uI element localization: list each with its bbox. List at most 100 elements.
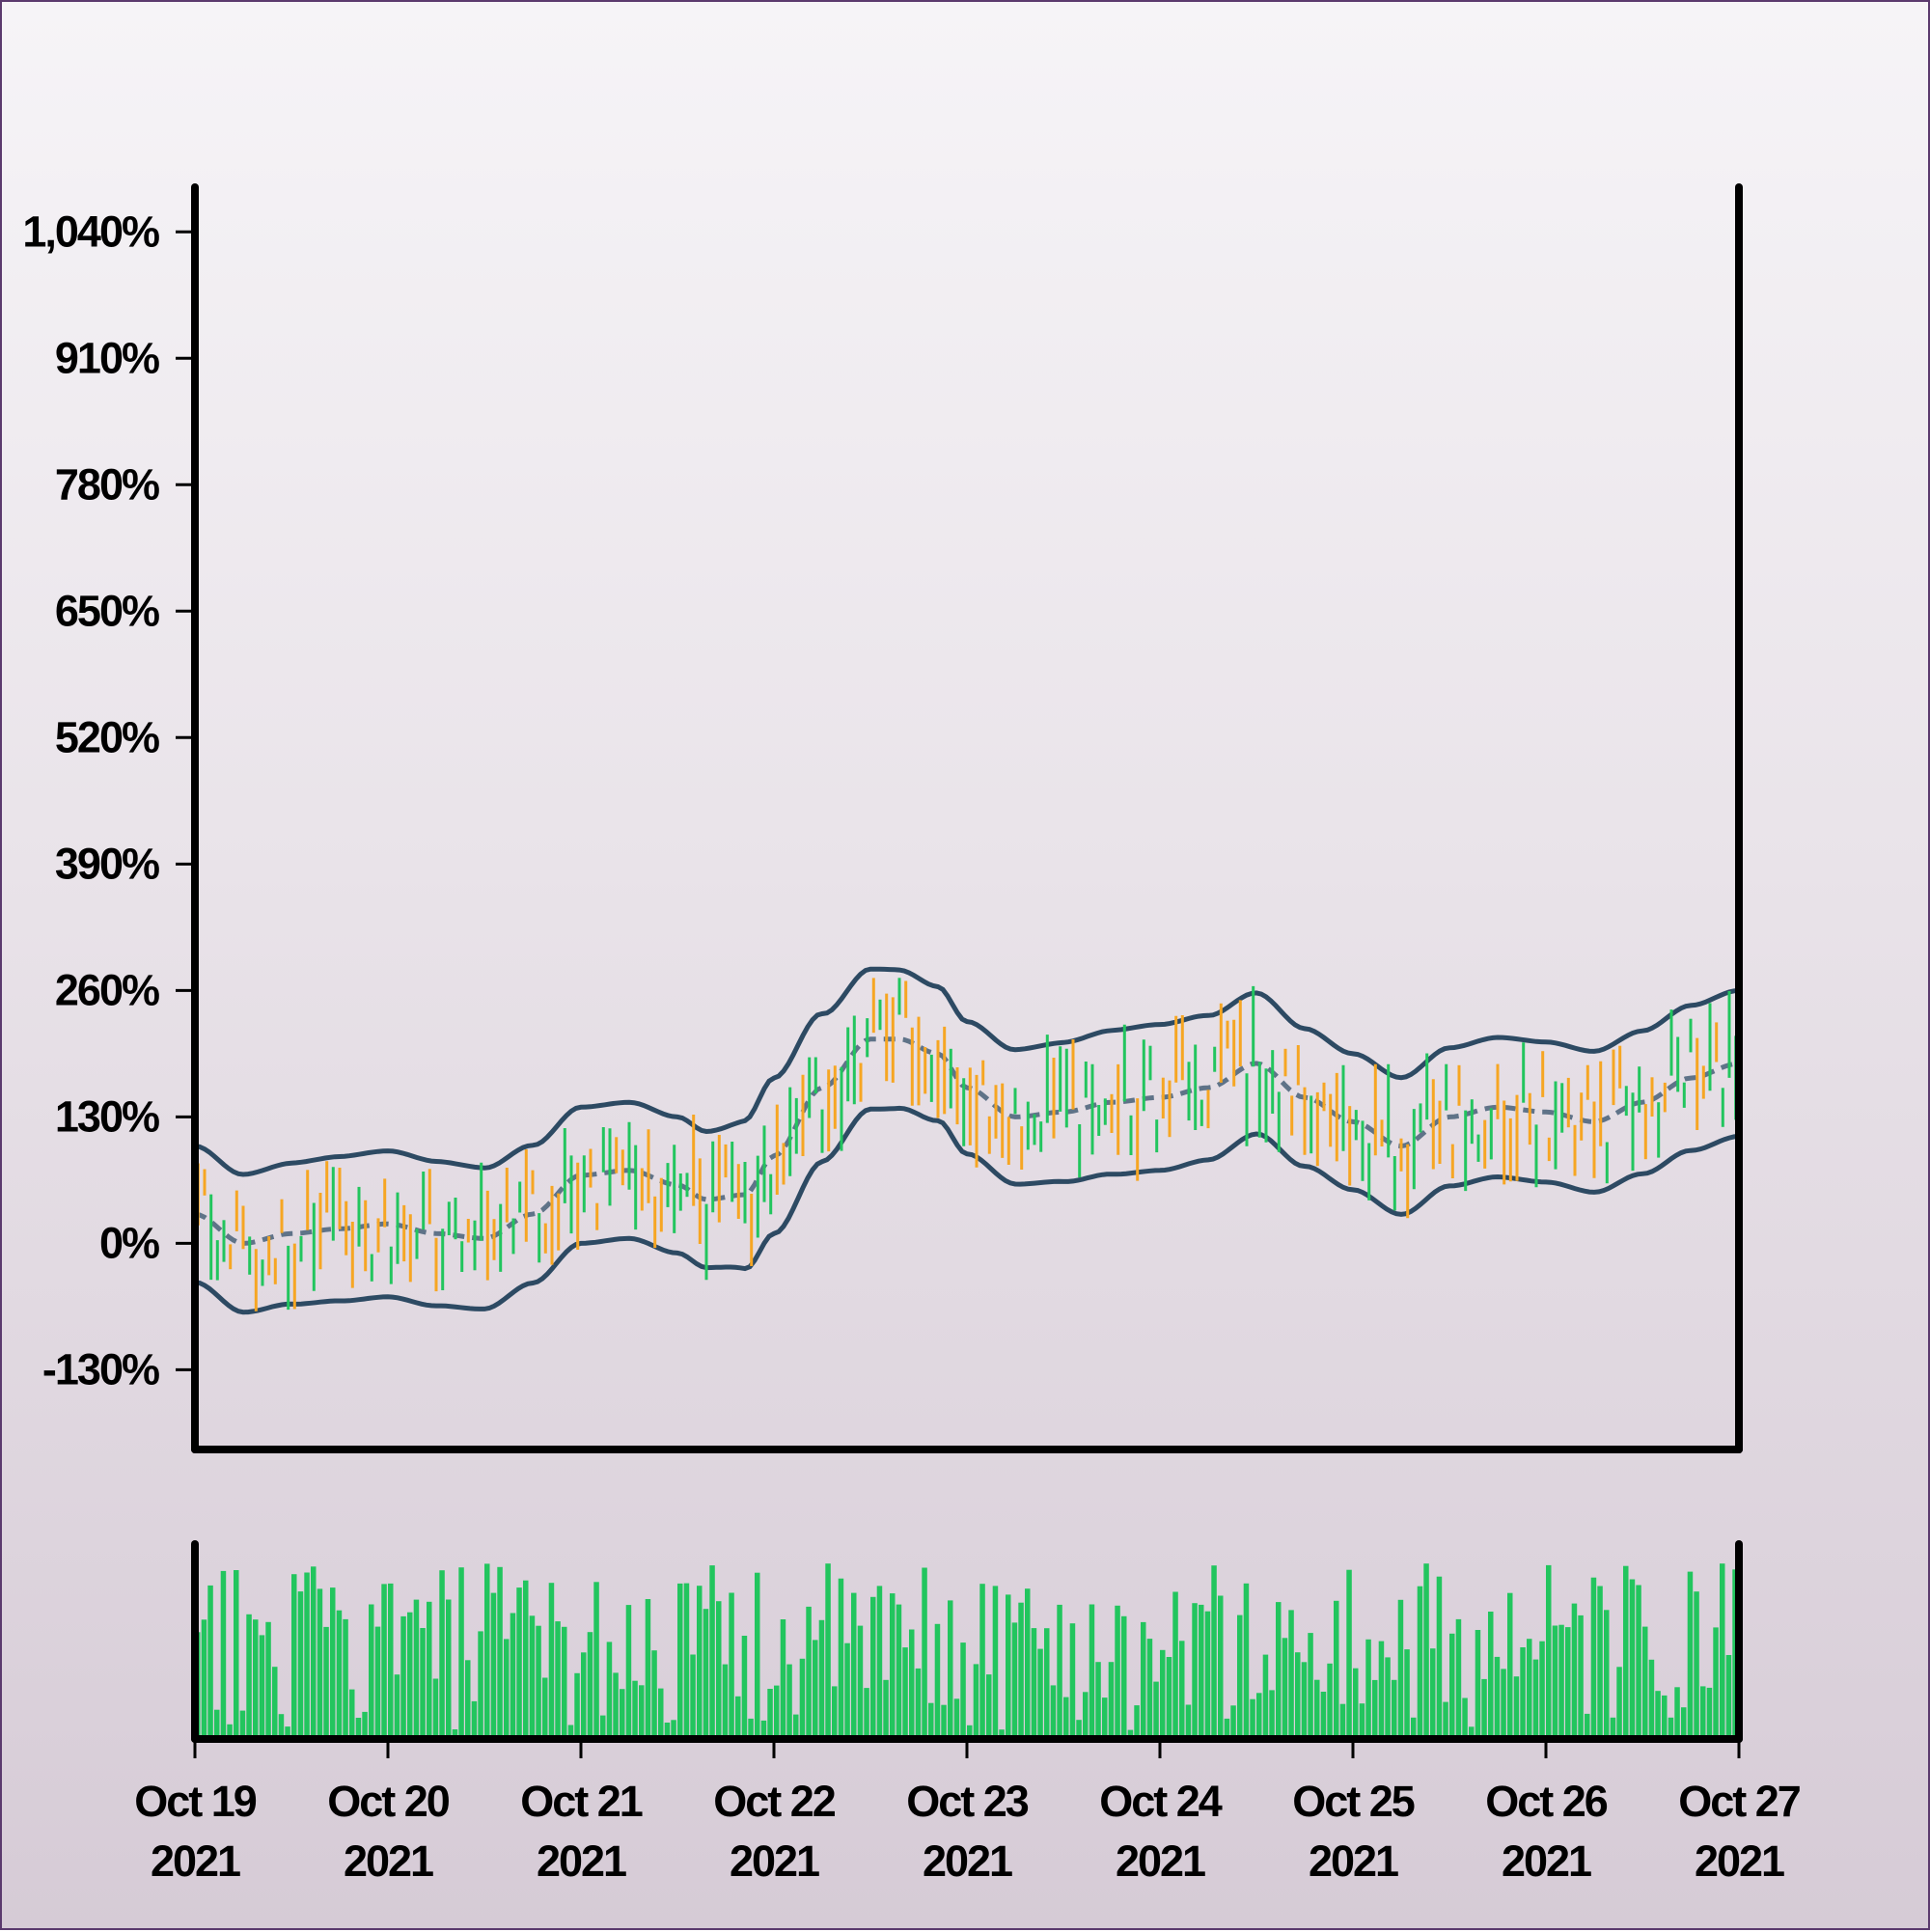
volume-bar — [1590, 1577, 1597, 1739]
volume-bar — [413, 1599, 420, 1739]
volume-bar — [793, 1714, 799, 1739]
volume-bar — [343, 1618, 348, 1739]
volume-bar — [555, 1621, 561, 1739]
volume-bar — [774, 1685, 780, 1739]
volume-bar — [1655, 1691, 1661, 1739]
volume-bar — [953, 1698, 960, 1739]
x-tick-label-year: 2021 — [1309, 1836, 1398, 1886]
volume-bar — [658, 1688, 664, 1739]
y-tick-label: -130% — [42, 1344, 159, 1394]
volume-bar — [1076, 1720, 1082, 1739]
x-tick-label-year: 2021 — [730, 1836, 819, 1886]
volume-bar — [1218, 1595, 1224, 1739]
volume-bar — [1141, 1621, 1146, 1739]
volume-bar — [1488, 1612, 1494, 1739]
volume-bar — [709, 1565, 715, 1739]
volume-bar — [813, 1640, 818, 1739]
volume-bar — [427, 1601, 432, 1739]
volume-bar — [574, 1672, 580, 1739]
volume-bar — [504, 1639, 510, 1739]
volume-bar — [285, 1726, 290, 1739]
volume-bar — [928, 1702, 934, 1739]
volume-bar — [1443, 1701, 1448, 1739]
volume-bar — [239, 1710, 246, 1739]
volume-bar — [632, 1680, 638, 1739]
x-tick-label-date: Oct 26 — [1485, 1777, 1608, 1826]
volume-bar — [1417, 1586, 1423, 1739]
volume-bar — [407, 1612, 413, 1739]
volume-bar — [1397, 1599, 1404, 1739]
volume-bar — [1269, 1690, 1275, 1739]
volume-bar — [748, 1718, 754, 1739]
volume-bar — [1018, 1602, 1024, 1739]
x-tick-label-year: 2021 — [923, 1836, 1012, 1886]
y-tick-label: 520% — [55, 712, 159, 761]
volume-bar — [1095, 1662, 1101, 1739]
volume-bar — [548, 1583, 555, 1739]
volume-bar — [1378, 1641, 1385, 1739]
volume-bar — [613, 1672, 619, 1739]
volume-bar — [844, 1642, 850, 1739]
volume-bar — [1011, 1622, 1018, 1739]
volume-bar — [1089, 1604, 1095, 1739]
y-axis-tick-labels: -130% 0% 130% 260% 390% 520% 650% 780% 910% 1,040… — [22, 207, 161, 1394]
volume-bar — [690, 1654, 696, 1739]
volume-bar — [1199, 1604, 1204, 1739]
volume-bar — [973, 1664, 979, 1739]
middle-band-line — [194, 1036, 1740, 1246]
volume-bar — [1282, 1638, 1288, 1739]
volume-bar — [311, 1566, 317, 1739]
volume-bar — [1462, 1697, 1468, 1739]
volume-bar — [1172, 1591, 1178, 1739]
volume-bar — [1527, 1639, 1532, 1739]
volume-bar — [1224, 1718, 1230, 1739]
volume-bar — [1359, 1703, 1365, 1739]
x-tick-label-year: 2021 — [537, 1836, 626, 1886]
volume-bar — [967, 1725, 973, 1739]
volume-bar — [253, 1619, 259, 1739]
volume-bar — [394, 1674, 400, 1739]
volume-bar — [1585, 1713, 1590, 1739]
volume-bar — [716, 1601, 722, 1739]
volume-bar — [857, 1625, 864, 1739]
volume-bar — [1604, 1610, 1610, 1739]
volume-bar — [1346, 1569, 1352, 1739]
volume-bar — [1301, 1662, 1308, 1739]
volume-bar — [355, 1718, 362, 1739]
volume-bar — [1668, 1717, 1674, 1739]
x-tick-label-year: 2021 — [1502, 1836, 1591, 1886]
volume-bar — [851, 1592, 857, 1739]
volume-bar — [1153, 1681, 1159, 1739]
volume-bar — [890, 1593, 896, 1739]
volume-bar — [1083, 1692, 1089, 1739]
volume-bar — [497, 1566, 503, 1739]
y-tick-label: 780% — [55, 459, 159, 509]
volume-bar — [484, 1563, 490, 1739]
volume-bar — [620, 1689, 625, 1739]
volume-bar — [465, 1660, 471, 1739]
volume-bar — [1050, 1685, 1057, 1739]
volume-bars-group — [195, 1563, 1738, 1739]
volume-bar — [567, 1725, 574, 1739]
volume-bar — [349, 1689, 355, 1739]
volume-bar — [220, 1570, 227, 1739]
volume-bar — [1392, 1679, 1397, 1739]
volume-bar — [1295, 1652, 1301, 1739]
volume-bar — [336, 1610, 343, 1739]
volume-bar — [490, 1592, 497, 1739]
volume-bar — [529, 1615, 536, 1739]
volume-bar — [400, 1615, 406, 1739]
volume-bar — [272, 1667, 278, 1739]
volume-bar — [1430, 1648, 1436, 1739]
volume-bar — [1455, 1618, 1462, 1739]
volume-bar — [876, 1586, 883, 1739]
volume-bar — [1127, 1729, 1134, 1739]
volume-bar — [671, 1720, 676, 1739]
volume-bar — [606, 1642, 613, 1739]
volume-bar — [587, 1632, 593, 1739]
x-tick-label-year: 2021 — [1116, 1836, 1205, 1886]
volume-bar — [562, 1626, 567, 1739]
volume-bar — [1700, 1686, 1706, 1739]
volume-bar — [1179, 1641, 1185, 1739]
volume-bar — [1230, 1705, 1236, 1739]
